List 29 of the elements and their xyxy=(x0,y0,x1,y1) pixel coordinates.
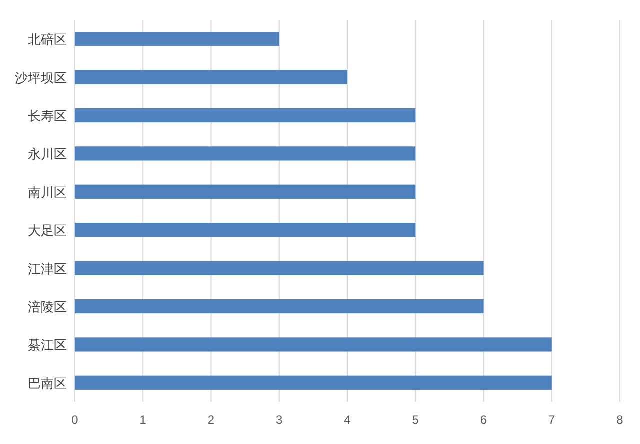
bar xyxy=(75,261,484,276)
x-tick-label: 7 xyxy=(548,413,556,427)
bar xyxy=(75,223,416,238)
x-tick-label: 1 xyxy=(140,413,147,427)
bar xyxy=(75,376,552,390)
x-tick-label: 8 xyxy=(616,413,624,427)
y-tick-label: 北碚区 xyxy=(28,32,67,48)
y-tick-label: 綦江区 xyxy=(28,338,67,353)
bar xyxy=(75,299,484,314)
x-tick-label: 2 xyxy=(208,413,215,427)
x-tick-label: 5 xyxy=(412,413,420,427)
bar xyxy=(75,108,416,123)
y-tick-label: 沙坪坝区 xyxy=(15,70,67,86)
y-tick-label: 永川区 xyxy=(28,146,67,162)
bar xyxy=(75,146,416,161)
x-tick-label: 4 xyxy=(344,413,352,427)
x-tick-label: 6 xyxy=(480,413,488,427)
bar xyxy=(75,184,416,199)
bar xyxy=(75,338,552,352)
bar xyxy=(75,70,348,84)
y-tick-label: 大足区 xyxy=(28,223,67,238)
x-tick-label: 0 xyxy=(72,413,79,427)
x-tick-label: 3 xyxy=(276,413,284,427)
y-tick-label: 江津区 xyxy=(28,261,67,276)
y-tick-label: 涪陵区 xyxy=(28,300,67,314)
bar xyxy=(75,32,280,46)
y-tick-label: 南川区 xyxy=(28,184,67,200)
y-tick-label: 巴南区 xyxy=(28,376,67,391)
y-tick-label: 长寿区 xyxy=(28,108,67,124)
